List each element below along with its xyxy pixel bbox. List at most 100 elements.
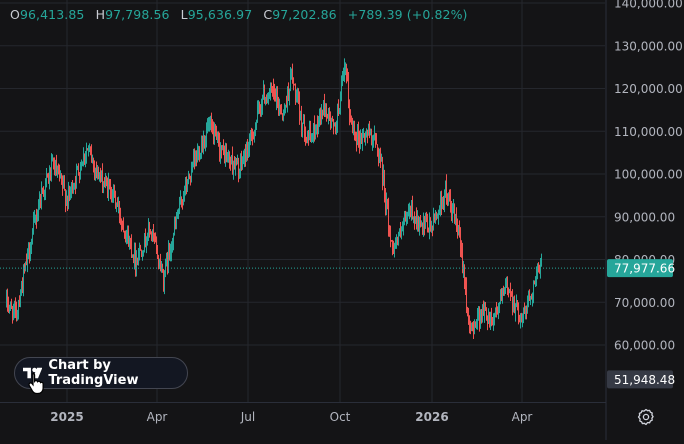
candle [242, 156, 243, 170]
candle-body [55, 163, 56, 174]
candle [225, 142, 226, 167]
candle [328, 108, 329, 125]
candle-body [27, 250, 28, 265]
candle-body [495, 311, 496, 315]
candle [7, 288, 8, 312]
candle-body [424, 220, 425, 227]
candle-body [149, 226, 150, 230]
candle [125, 230, 126, 243]
candle [152, 229, 153, 243]
candle [339, 107, 340, 115]
candle-body [95, 168, 96, 172]
candle-body [94, 163, 95, 172]
candle [228, 149, 229, 163]
candle [480, 309, 481, 329]
candle [398, 231, 399, 246]
candle-body [446, 183, 447, 197]
candle-body [22, 284, 23, 290]
candle [366, 128, 367, 138]
candle-body [91, 152, 92, 162]
candle [419, 216, 420, 236]
candle [352, 117, 353, 134]
candle [387, 198, 388, 210]
candle [442, 196, 443, 210]
candle-body [537, 268, 538, 272]
candle-body [388, 206, 389, 228]
candle-body [347, 75, 348, 82]
candle [282, 113, 283, 121]
candle-body [26, 261, 27, 265]
candle [102, 163, 103, 193]
candle-body [49, 168, 50, 181]
candle [90, 146, 91, 156]
candle [432, 225, 433, 237]
candle [191, 161, 192, 183]
candle-body [43, 190, 44, 195]
candle-body [318, 125, 319, 130]
candle [533, 280, 534, 304]
candle [448, 192, 449, 206]
candle [482, 304, 483, 323]
candle [256, 119, 257, 131]
candle-body [184, 186, 185, 199]
candle [382, 156, 383, 191]
candle [513, 296, 514, 313]
candle [166, 252, 167, 267]
candle-body [366, 133, 367, 138]
candle-body [392, 240, 393, 249]
candle-body [491, 317, 492, 324]
price-tick-label: 120,000.00 [614, 82, 683, 96]
candle-body [429, 217, 430, 232]
candle-body [87, 148, 88, 150]
candle [331, 117, 332, 129]
price-tick-label: 70,000.00 [614, 296, 675, 310]
candle-body [312, 138, 313, 140]
candle-body [522, 320, 523, 322]
candle-body [20, 294, 21, 304]
gear-icon[interactable] [636, 407, 656, 427]
candle-body [88, 149, 89, 151]
candle [478, 306, 479, 321]
candle-body [410, 206, 411, 212]
candle-body [254, 130, 255, 140]
candle [461, 240, 462, 258]
candle-body [407, 215, 408, 221]
candle-body [212, 128, 213, 131]
candle-body [52, 160, 53, 162]
candle-body [290, 75, 291, 91]
candle [430, 217, 431, 232]
candle [198, 145, 199, 161]
candle-body [201, 143, 202, 155]
candle-body [194, 157, 195, 162]
candle [488, 308, 489, 324]
candle-body [354, 129, 355, 138]
candle-body [520, 320, 521, 322]
candle-body [326, 103, 327, 115]
candle [388, 197, 389, 237]
candle-body [246, 145, 247, 162]
candle-body [192, 163, 193, 165]
candle [63, 175, 64, 189]
candle-body [220, 148, 221, 156]
candle-body [260, 108, 261, 111]
candle-body [264, 88, 265, 103]
candle-body [177, 216, 178, 219]
candle [129, 235, 130, 250]
candle-body [539, 271, 540, 273]
candle-body [288, 88, 289, 99]
candle [383, 164, 384, 186]
candle-body [403, 222, 404, 230]
candle-body [421, 223, 422, 227]
candle [415, 216, 416, 224]
candle [350, 109, 351, 123]
candle-body [380, 151, 381, 160]
candle [317, 115, 318, 138]
candle-body [262, 97, 263, 107]
candle [6, 289, 7, 308]
candle [32, 228, 33, 245]
candle [130, 237, 131, 250]
candle [114, 184, 115, 198]
candle-body [40, 197, 41, 203]
